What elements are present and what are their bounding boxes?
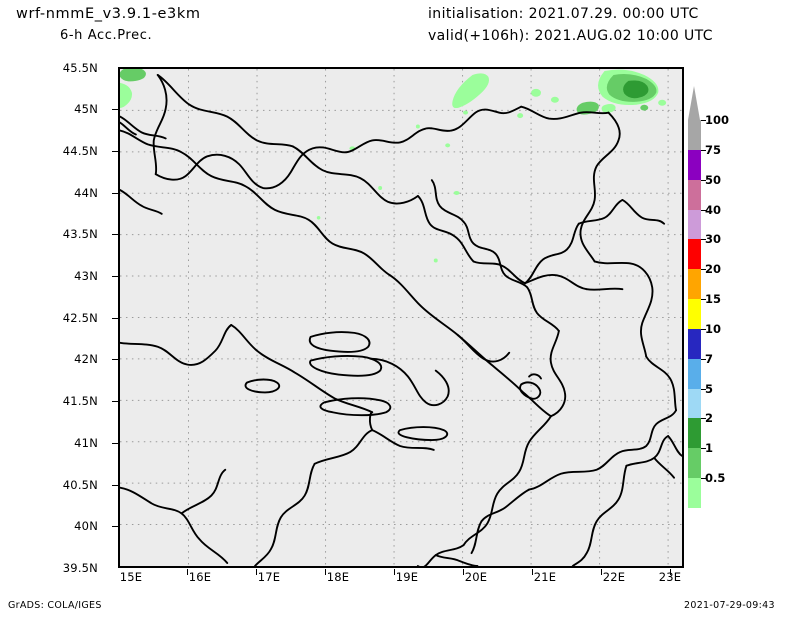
x-axis-tick <box>670 569 671 575</box>
y-axis-label: 44.5N <box>62 144 98 158</box>
y-axis-tick <box>112 443 118 444</box>
y-axis-label: 45.5N <box>62 61 98 75</box>
colorbar-band <box>688 448 701 479</box>
colorbar-tick-label: 75 <box>705 142 722 157</box>
y-axis-label: 41N <box>74 436 98 450</box>
colorbar-tick <box>701 478 706 480</box>
grads-credit: GrADS: COLA/IGES <box>8 600 102 611</box>
colorbar-tick <box>701 269 706 271</box>
colorbar-tick-label: 50 <box>705 172 722 187</box>
x-axis-label: 21E <box>533 570 557 584</box>
colorbar-band <box>688 478 701 508</box>
y-axis-tick <box>112 359 118 360</box>
colorbar-band <box>688 299 701 329</box>
y-axis-tick <box>112 276 118 277</box>
y-axis-tick <box>112 109 118 110</box>
y-axis-label: 40.5N <box>62 478 98 492</box>
colorbar-band <box>688 209 701 240</box>
colorbar-tick <box>701 328 706 330</box>
colorbar-tick <box>701 358 706 360</box>
x-axis-label: 19E <box>395 570 419 584</box>
x-axis-tick <box>463 569 464 575</box>
colorbar-tick-label: 2 <box>705 411 714 426</box>
valid-time: valid(+106h): 2021.AUG.02 10:00 UTC <box>428 28 713 44</box>
colorbar-tick <box>701 448 706 450</box>
y-axis-tick <box>112 401 118 402</box>
colorbar-tick-label: 15 <box>705 292 722 307</box>
colorbar-tick-label: 20 <box>705 262 722 277</box>
y-axis-label: 40N <box>74 519 98 533</box>
colorbar-band <box>688 269 701 300</box>
x-axis-label: 17E <box>257 570 281 584</box>
colorbar-tick <box>701 209 706 211</box>
colorbar-tick-label: 5 <box>705 381 714 396</box>
colorbar-tick-label: 10 <box>705 321 722 336</box>
y-axis-tick <box>112 151 118 152</box>
colorbar-band <box>688 149 701 180</box>
x-axis-label: 18E <box>326 570 350 584</box>
colorbar-tick-label: 1 <box>705 441 714 456</box>
y-axis-label: 43N <box>74 269 98 283</box>
y-axis-label: 42.5N <box>62 311 98 325</box>
colorbar-band <box>688 120 701 150</box>
colorbar-band <box>688 358 701 389</box>
x-axis-tick <box>532 569 533 575</box>
y-axis-tick <box>112 193 118 194</box>
coastline-borders <box>120 74 682 566</box>
colorbar-band <box>688 179 701 210</box>
colorbar-tick <box>701 299 706 301</box>
colorbar-band <box>688 239 701 270</box>
colorbar-tick <box>701 120 706 121</box>
y-axis-label: 43.5N <box>62 227 98 241</box>
colorbar-tick <box>701 388 706 390</box>
colorbar-band <box>688 388 701 419</box>
x-axis-tick <box>325 569 326 575</box>
colorbar-band <box>688 328 701 359</box>
y-axis-tick <box>112 485 118 486</box>
render-timestamp: 2021-07-29-09:43 <box>684 600 775 611</box>
x-axis-tick <box>601 569 602 575</box>
colorbar-overflow-arrow <box>688 86 700 120</box>
colorbar-tick-label: 7 <box>705 351 714 366</box>
x-axis-tick <box>256 569 257 575</box>
model-title: wrf-nmmE_v3.9.1-e3km <box>16 6 201 22</box>
colorbar-band <box>688 418 701 449</box>
map-canvas <box>120 69 682 566</box>
field-subtitle: 6-h Acc.Prec. <box>60 28 153 43</box>
colorbar-tick-label: 0.5 <box>705 471 726 486</box>
colorbar[interactable] <box>688 120 701 508</box>
colorbar-tick <box>701 239 706 241</box>
x-axis-tick <box>187 569 188 575</box>
y-axis-tick <box>112 234 118 235</box>
precipitation-field <box>120 69 667 263</box>
colorbar-tick <box>701 149 706 151</box>
y-axis-label: 45N <box>74 102 98 116</box>
colorbar-tick-label: 100 <box>705 113 730 127</box>
graticule <box>120 69 682 566</box>
y-axis-tick <box>112 526 118 527</box>
x-axis-label: 16E <box>188 570 212 584</box>
x-axis-label: 15E <box>119 570 143 584</box>
initialisation-time: initialisation: 2021.07.29. 00:00 UTC <box>428 6 699 22</box>
x-axis-label: 23E <box>658 570 682 584</box>
colorbar-tick-label: 30 <box>705 232 722 247</box>
colorbar-tick <box>701 418 706 420</box>
y-axis-tick <box>112 318 118 319</box>
x-axis-label: 22E <box>602 570 626 584</box>
precipitation-map[interactable] <box>118 67 684 568</box>
colorbar-tick-label: 40 <box>705 202 722 217</box>
x-axis-label: 20E <box>464 570 488 584</box>
y-axis-label: 44N <box>74 186 98 200</box>
x-axis-tick <box>394 569 395 575</box>
y-axis-label: 42N <box>74 352 98 366</box>
y-axis-label: 41.5N <box>62 394 98 408</box>
y-axis-label: 39.5N <box>62 561 98 575</box>
colorbar-tick <box>701 179 706 181</box>
